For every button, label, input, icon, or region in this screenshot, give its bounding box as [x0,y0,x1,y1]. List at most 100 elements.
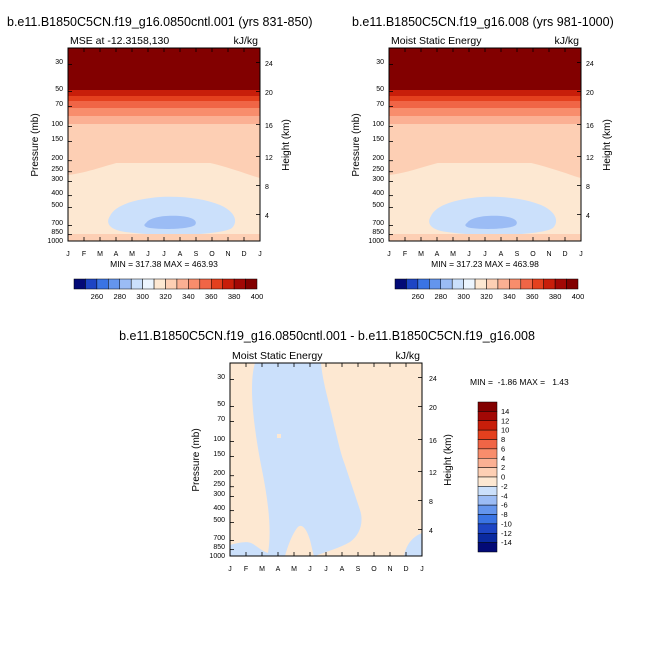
y-tick-label: 200 [213,470,225,477]
colorbar-swatch [394,278,407,290]
colorbar-swatch [176,278,189,290]
colorbar-swatch [566,278,579,290]
colorbar-swatch [153,278,166,290]
colorbar-label: -10 [501,519,512,528]
height-tick-label: 24 [265,61,273,68]
colorbar-label: 340 [503,292,516,301]
x-tick-label: O [371,566,377,573]
panel-2-stats: MIN = 317.23 MAX = 463.98 [431,259,539,269]
panel-3-left-string: Moist Static Energy [232,350,323,362]
colorbar-label: 10 [501,426,509,435]
panel-2-band-top [389,48,581,90]
colorbar-swatch [417,278,430,290]
panel-1-ylabel: Pressure (mb) [30,113,41,176]
colorbar-swatch [477,448,498,459]
x-tick-label: D [403,566,408,573]
colorbar-swatch [477,495,498,506]
panel-2-right-tick-labels: 24 20 16 12 8 4 [586,61,594,220]
height-tick-label: 8 [429,499,433,506]
y-tick-label: 200 [372,155,384,162]
colorbar-swatch [477,542,498,553]
height-tick-label: 4 [429,528,433,535]
panel-3-y-tick-labels: 30 50 70 100 150 200 250 300 400 500 700… [209,374,225,560]
colorbar-swatch [486,278,499,290]
x-tick-label: A [499,251,504,258]
y-tick-label: 850 [213,544,225,551]
y-tick-label: 70 [55,101,63,108]
panel-1-ylabel-right: Height (km) [281,119,292,171]
x-tick-label: J [66,251,70,258]
colorbar-swatch [477,411,498,421]
colorbar-label: 300 [457,292,470,301]
colorbar-swatch [199,278,212,290]
x-tick-label: J [467,251,471,258]
height-tick-label: 20 [586,90,594,97]
panel-3-title: b.e11.B1850C5CN.f19_g16.0850cntl.001 - b… [119,329,535,343]
y-tick-label: 30 [217,374,225,381]
height-tick-label: 24 [429,376,437,383]
x-tick-label: J [483,251,487,258]
x-tick-label: M [450,251,456,258]
x-tick-label: M [418,251,424,258]
y-tick-label: 300 [213,491,225,498]
y-tick-label: 700 [372,220,384,227]
colorbar-label: 380 [549,292,562,301]
panel-1-left-string: MSE at -12.3158,130 [70,35,169,47]
colorbar-swatch [474,278,487,290]
panel-3-ticks [229,363,423,557]
panel-1-units: kJ/kg [233,35,258,47]
panel-2-title: b.e11.B1850C5CN.f19_g16.008 (yrs 981-100… [352,15,614,29]
panel-2-colorbar: 260 280 300 320 340 360 380 400 [394,278,585,301]
height-tick-label: 20 [265,90,273,97]
colorbar-label: 260 [412,292,425,301]
colorbar-label: 340 [182,292,195,301]
height-tick-label: 12 [429,470,437,477]
colorbar-label: 400 [572,292,585,301]
colorbar-label: 12 [501,416,509,425]
y-tick-label: 850 [51,229,63,236]
y-tick-label: 1000 [209,553,225,560]
colorbar-label: 2 [501,463,505,472]
colorbar-swatch [451,278,464,290]
y-tick-label: 700 [213,535,225,542]
colorbar-swatch [497,278,510,290]
colorbar-label: 300 [136,292,149,301]
x-tick-label: D [562,251,567,258]
y-tick-label: 300 [372,176,384,183]
x-tick-label: J [579,251,583,258]
colorbar-label: 14 [501,407,509,416]
colorbar-swatch [520,278,533,290]
colorbar-label: 0 [501,473,505,482]
height-tick-label: 4 [586,213,590,220]
y-tick-label: 150 [213,451,225,458]
height-tick-label: 20 [429,405,437,412]
y-tick-label: 50 [217,401,225,408]
panel-1-band-340-lower-edge [68,150,260,178]
y-tick-label: 250 [51,166,63,173]
panel-2: b.e11.B1850C5CN.f19_g16.008 (yrs 981-100… [351,15,614,301]
panel-1: b.e11.B1850C5CN.f19_g16.0850cntl.001 (yr… [7,15,313,301]
colorbar-label: 360 [205,292,218,301]
y-tick-label: 50 [55,86,63,93]
height-tick-label: 8 [265,184,269,191]
height-tick-label: 16 [586,123,594,130]
height-tick-label: 12 [586,155,594,162]
height-tick-label: 4 [265,213,269,220]
colorbar-label: 360 [526,292,539,301]
height-tick-label: 16 [429,438,437,445]
panel-1-contour-field [68,48,260,241]
colorbar-label: 280 [434,292,447,301]
panel-1-band-280-300 [144,215,196,229]
panel-1-x-tick-labels: J F M A M J J A S O N D J [66,251,262,258]
panel-3-band-minus2-0-right-corner [404,533,422,556]
colorbar-label: 280 [113,292,126,301]
colorbar-swatch [509,278,522,290]
y-tick-label: 500 [372,202,384,209]
panel-2-ylabel: Pressure (mb) [351,113,362,176]
y-tick-label: 50 [376,86,384,93]
x-tick-label: F [244,566,248,573]
colorbar-swatch [222,278,235,290]
y-tick-label: 200 [51,155,63,162]
panel-3-band-0-2-dot [277,434,281,438]
colorbar-swatch [85,278,98,290]
